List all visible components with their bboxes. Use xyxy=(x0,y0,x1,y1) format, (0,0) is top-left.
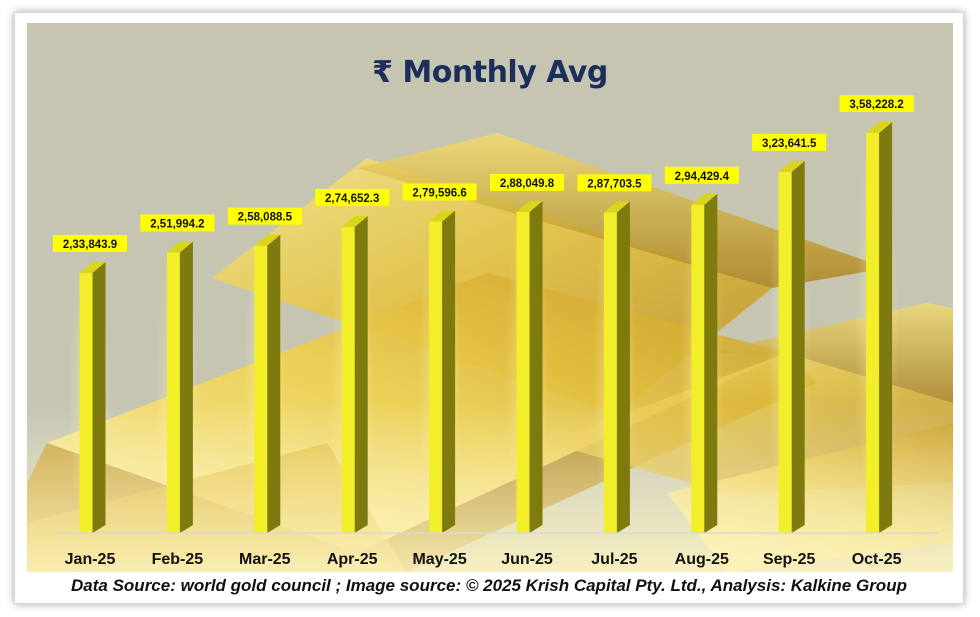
bars-group xyxy=(68,119,899,544)
bar-top xyxy=(516,200,543,212)
bar-side xyxy=(442,210,456,533)
data-label-box xyxy=(490,173,564,191)
data-label: 2,51,994.2 xyxy=(150,219,204,231)
bar-side xyxy=(179,241,193,533)
x-tick-label: Sep-25 xyxy=(763,551,816,568)
bar-top xyxy=(603,201,630,213)
plot-area: Jan-25 Feb-25 Mar-25 Apr-25 May-25 Jun-25 Jul-… xyxy=(27,23,953,572)
data-label-box xyxy=(53,234,127,252)
bar-top xyxy=(254,234,281,246)
data-label-box xyxy=(315,189,390,207)
bar-jul-25 xyxy=(603,212,617,533)
bar-feb-25 xyxy=(166,252,180,533)
bar-side xyxy=(267,234,281,533)
data-label-box xyxy=(839,94,914,112)
data-label: 3,58,228.2 xyxy=(849,99,903,111)
data-label: 2,33,843.9 xyxy=(63,239,117,251)
bar-aug-25 xyxy=(691,204,705,534)
bar-sep-25 xyxy=(778,171,792,533)
bar-side xyxy=(616,201,630,533)
bar-may-25 xyxy=(429,221,443,533)
bar-side xyxy=(704,193,718,534)
bar-top xyxy=(778,160,805,172)
x-tick-label: Mar-25 xyxy=(239,551,291,568)
bar-top xyxy=(866,121,893,133)
data-label-box xyxy=(752,133,827,151)
source-footnote: Data Source: world gold council ; Image … xyxy=(71,576,907,595)
x-tick-label: Aug-25 xyxy=(675,551,729,568)
chart-title: ₹ Monthly Avg xyxy=(372,55,608,90)
bar-mar-25 xyxy=(254,245,268,533)
x-axis-tick-labels: Jan-25 Feb-25 Mar-25 Apr-25 May-25 Jun-25 Jul-… xyxy=(65,551,902,568)
bar-top xyxy=(429,210,456,222)
data-labels-group: 2,33,843.9 2,51,994.2 2,58,088.5 2,74,652.3… xyxy=(53,94,914,252)
x-tick-label: Jun-25 xyxy=(501,551,553,568)
data-label: 2,88,049.8 xyxy=(500,178,555,190)
x-tick-label: Jul-25 xyxy=(591,551,637,568)
bar-side xyxy=(354,216,368,533)
bar-side xyxy=(879,121,893,533)
bar-side xyxy=(92,261,106,533)
data-label: 2,58,088.5 xyxy=(238,212,293,224)
bar-top xyxy=(691,193,718,205)
bar-top xyxy=(79,261,106,273)
data-label-box xyxy=(227,207,302,225)
data-label: 2,94,429.4 xyxy=(675,171,730,183)
data-label-box xyxy=(402,183,477,201)
bar-chart: Jan-25 Feb-25 Mar-25 Apr-25 May-25 Jun-25 Jul-… xyxy=(27,94,953,572)
data-label-box xyxy=(577,174,652,192)
bar-jan-25 xyxy=(79,272,93,533)
chart-frame: Jan-25 Feb-25 Mar-25 Apr-25 May-25 Jun-25 Jul-… xyxy=(14,12,964,604)
bar-oct-25 xyxy=(866,132,880,533)
data-label-box xyxy=(664,166,739,184)
x-tick-label: May-25 xyxy=(412,551,466,568)
bar-top xyxy=(341,216,368,228)
x-tick-label: Oct-25 xyxy=(852,551,902,568)
bar-jun-25 xyxy=(516,211,530,533)
x-tick-label: Feb-25 xyxy=(152,551,204,568)
data-label: 2,87,703.5 xyxy=(587,178,642,190)
bar-apr-25 xyxy=(341,227,355,533)
bar-side xyxy=(791,160,805,533)
data-label: 3,23,641.5 xyxy=(762,138,817,150)
data-label: 2,79,596.6 xyxy=(412,187,466,199)
data-label-box xyxy=(140,214,215,232)
x-tick-label: Jan-25 xyxy=(65,551,116,568)
bar-side xyxy=(529,200,543,533)
data-label: 2,74,652.3 xyxy=(325,193,379,205)
x-tick-label: Apr-25 xyxy=(327,551,378,568)
bar-top xyxy=(166,241,193,253)
